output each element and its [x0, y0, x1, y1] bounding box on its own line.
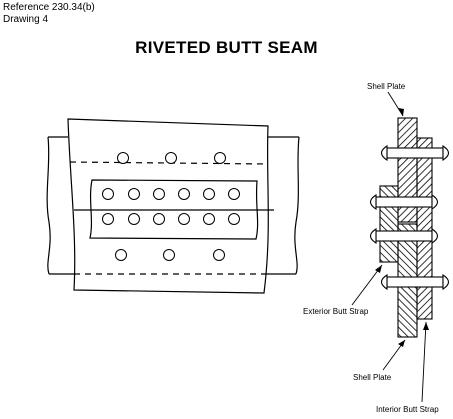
strap-outline — [67, 118, 269, 294]
rivet-hole — [102, 188, 114, 200]
arrow-shell-plate-top — [398, 108, 404, 116]
interior-butt-strap — [416, 137, 433, 320]
section-view — [369, 117, 450, 338]
rivet-hole — [178, 213, 190, 225]
rivet-hole — [228, 188, 240, 200]
label-shell-plate-bottom: Shell Plate — [353, 373, 392, 382]
leader-exterior-strap — [351, 264, 383, 306]
diagram-title: RIVETED BUTT SEAM — [135, 38, 318, 57]
rivet-hole — [228, 213, 240, 225]
drawing-number: Drawing 4 — [3, 14, 49, 25]
rivet — [369, 193, 439, 211]
rivet-hole — [203, 188, 215, 200]
rivet-hole — [115, 249, 127, 261]
rivet-hole — [153, 188, 165, 200]
rivet-hole — [213, 249, 225, 261]
rivet-holes — [102, 152, 240, 261]
arrow-shell-plate-bottom — [398, 340, 405, 347]
rivet-hole — [102, 213, 114, 225]
rivet-hole — [128, 188, 140, 200]
rivet — [380, 273, 450, 291]
inner-strap-outline — [89, 179, 259, 240]
reference-text: Reference 230.34(b) Drawing 4 — [3, 2, 95, 26]
leader-shell-plate-top — [387, 91, 404, 117]
rivet-hole — [165, 152, 177, 164]
rivet-hole — [203, 213, 215, 225]
rivet-hole — [214, 152, 226, 164]
rivet-hole — [178, 188, 190, 200]
rivet-hole — [128, 213, 140, 225]
label-interior-butt-strap: Interior Butt Strap — [376, 405, 439, 414]
label-exterior-butt-strap: Exterior Butt Strap — [303, 307, 369, 316]
rivet-hole — [153, 213, 165, 225]
rivet-hole — [163, 249, 175, 261]
plate-right-edge — [294, 136, 300, 275]
arrow-interior-strap — [423, 322, 429, 330]
arrow-exterior-strap — [375, 265, 382, 273]
reference-line: Reference 230.34(b) — [3, 2, 95, 13]
arrowheads — [375, 108, 429, 347]
plan-view — [46, 118, 300, 294]
plate-left-edge — [46, 136, 51, 275]
rivet — [380, 144, 450, 162]
rivet-hole — [117, 152, 129, 164]
label-shell-plate-top: Shell Plate — [367, 82, 406, 91]
rivet — [369, 227, 439, 245]
leader-interior-strap — [421, 321, 427, 403]
